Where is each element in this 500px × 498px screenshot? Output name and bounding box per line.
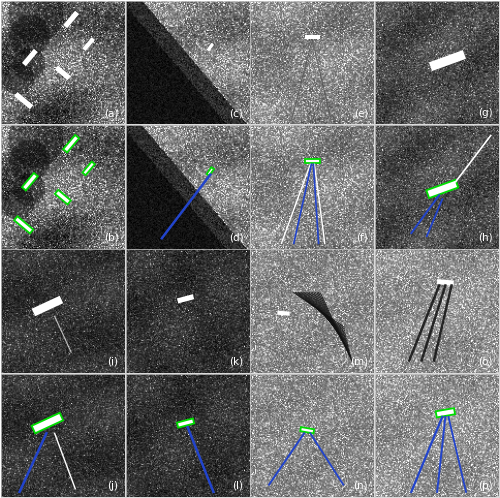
Text: (c): (c) bbox=[230, 108, 243, 118]
Text: (b): (b) bbox=[104, 233, 118, 243]
Polygon shape bbox=[437, 279, 454, 286]
Text: (h): (h) bbox=[478, 233, 493, 243]
Text: (i): (i) bbox=[108, 357, 118, 367]
Text: (m): (m) bbox=[350, 357, 368, 367]
Polygon shape bbox=[177, 418, 194, 428]
Polygon shape bbox=[55, 190, 71, 204]
Polygon shape bbox=[55, 66, 71, 80]
Text: (d): (d) bbox=[228, 233, 244, 243]
Polygon shape bbox=[305, 159, 320, 163]
Polygon shape bbox=[22, 49, 38, 66]
Polygon shape bbox=[426, 180, 458, 198]
Polygon shape bbox=[429, 50, 466, 71]
Polygon shape bbox=[14, 92, 33, 109]
Polygon shape bbox=[22, 173, 38, 190]
Polygon shape bbox=[14, 216, 33, 234]
Polygon shape bbox=[206, 43, 214, 51]
Polygon shape bbox=[177, 294, 194, 303]
Polygon shape bbox=[436, 408, 455, 417]
Text: (a): (a) bbox=[104, 108, 118, 118]
Polygon shape bbox=[300, 427, 314, 433]
Text: (o): (o) bbox=[478, 357, 493, 367]
Polygon shape bbox=[63, 11, 79, 28]
Polygon shape bbox=[82, 161, 95, 175]
Text: (j): (j) bbox=[108, 481, 118, 491]
Text: (f): (f) bbox=[356, 233, 368, 243]
Polygon shape bbox=[305, 35, 320, 39]
Text: (n): (n) bbox=[354, 481, 368, 491]
Polygon shape bbox=[277, 311, 290, 316]
Text: (e): (e) bbox=[354, 108, 368, 118]
Polygon shape bbox=[32, 413, 63, 433]
Text: (g): (g) bbox=[478, 108, 493, 118]
Text: (k): (k) bbox=[229, 357, 244, 367]
Polygon shape bbox=[32, 296, 63, 316]
Text: (p): (p) bbox=[478, 481, 493, 491]
Polygon shape bbox=[63, 135, 79, 152]
Polygon shape bbox=[206, 167, 214, 176]
Text: (l): (l) bbox=[232, 481, 243, 491]
Polygon shape bbox=[82, 37, 95, 51]
